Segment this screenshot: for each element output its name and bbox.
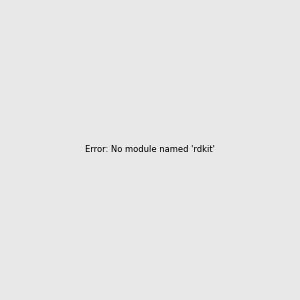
Text: Error: No module named 'rdkit': Error: No module named 'rdkit' — [85, 146, 215, 154]
